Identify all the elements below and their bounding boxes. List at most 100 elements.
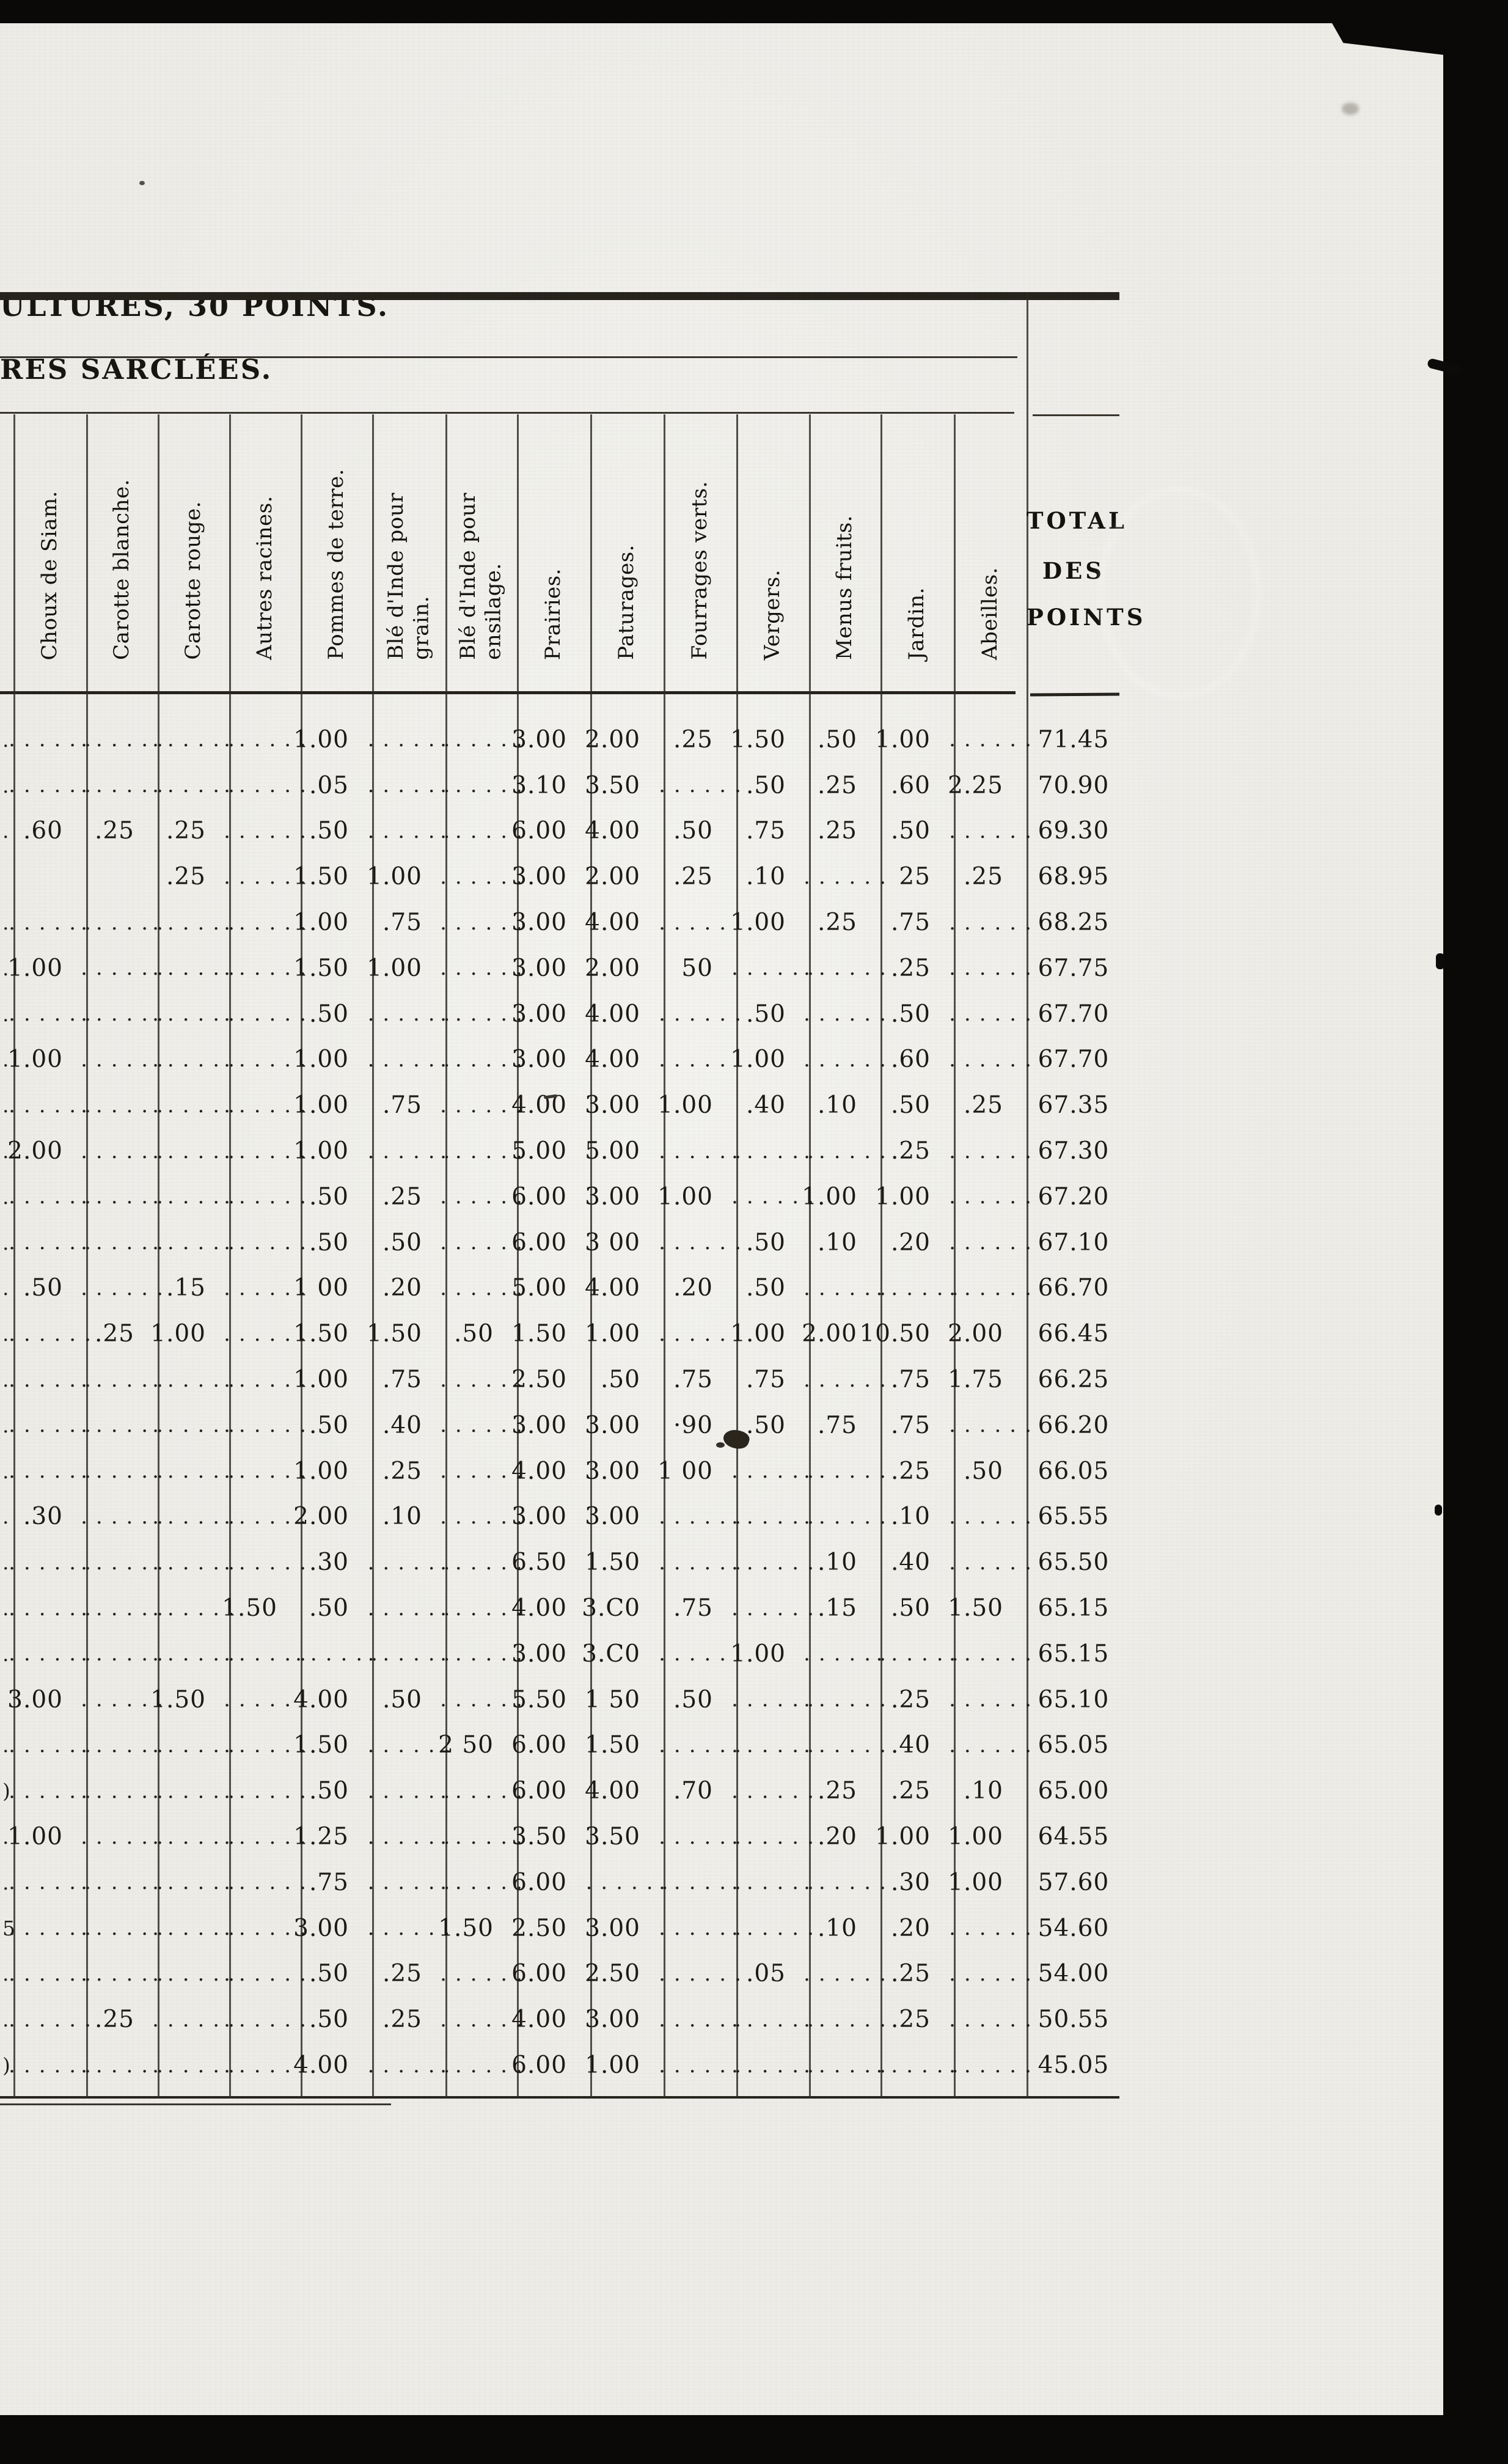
cell: ...... (731, 2007, 822, 2032)
cell: 6.00 (511, 817, 567, 845)
cell: ...... (440, 1596, 531, 1621)
cell: 4.00 (511, 1457, 567, 1485)
cell: ...... (224, 864, 315, 889)
cell: .10 (745, 863, 786, 891)
cell: ...... (659, 1916, 750, 1941)
cell: ...... (876, 1275, 967, 1300)
cell: ...... (81, 1596, 172, 1621)
cell: 1.00 (367, 863, 422, 891)
page-edge-nub (1435, 1505, 1442, 1516)
cell: 1.00 (875, 1823, 931, 1851)
cell: 5.00 (585, 1137, 640, 1165)
cell-left-fragment: . (2, 1413, 9, 1437)
cell: ...... (949, 1641, 1040, 1667)
column-header-carotte-rouge: Carotte rouge. (158, 420, 229, 660)
cell: 6.00 (511, 2052, 567, 2080)
cell: .50 (309, 1777, 349, 1805)
cell: .05 (309, 771, 349, 799)
cell: .60 (890, 1046, 931, 1074)
cell: ...... (440, 1641, 531, 1667)
cell: 4.00 (585, 909, 640, 937)
rule-under-title (0, 356, 1017, 358)
cell: 1.50 (511, 1320, 567, 1348)
cell: ...... (152, 1778, 243, 1803)
cell: ...... (81, 1093, 172, 1118)
cell: ...... (81, 773, 172, 798)
table-row: ....... .25............ .50.25...... 4.00 3.… (0, 1997, 1138, 2042)
table-row: ......................... 1.00.75...... 3.… (0, 900, 1138, 945)
cell: .25 (890, 2006, 931, 2034)
cell: ...... (803, 1459, 895, 1484)
cell: ...... (949, 1733, 1040, 1758)
cell: 3.00 (585, 1091, 640, 1120)
cell: ...... (81, 1870, 172, 1895)
cell: ...... (949, 910, 1040, 935)
cell: ...... (440, 910, 531, 935)
cell: ...... (731, 1778, 822, 1803)
cell: .50 (963, 1457, 1003, 1485)
cell: ...... (81, 1367, 172, 1392)
cell: ...... (731, 956, 822, 981)
cell: ...... (367, 1778, 459, 1803)
cell: ...... (81, 1275, 172, 1300)
cell: 3.00 (585, 1457, 640, 1485)
cell: ...... (224, 2007, 315, 2032)
cell: ...... (803, 1961, 895, 1986)
cell: ...... (440, 1047, 531, 1072)
cell: ...... (440, 2007, 531, 2032)
cell-left-fragment: . (2, 1825, 9, 1849)
cell: .75 (382, 909, 422, 937)
cell: ...... (659, 1870, 750, 1895)
column-header-pommes-de-terre: Pommes de terre. (301, 420, 372, 660)
cell: ...... (949, 1413, 1040, 1438)
cell: 1.50 (585, 1731, 640, 1759)
column-header-vergers: Vergers. (736, 420, 809, 660)
cell: ...... (81, 1184, 172, 1209)
cell: 1.75 (948, 1366, 1003, 1394)
row-total: 54.00 (1038, 1960, 1110, 1988)
cell: 2.00 (7, 1137, 63, 1165)
cell: ...... (9, 1093, 100, 1118)
cell: 4.00 (293, 2052, 349, 2080)
row-total: 67.20 (1038, 1182, 1110, 1211)
table-row: ......................... .75............… (0, 1860, 1138, 1905)
cell: ...... (9, 1550, 100, 1575)
cell: 3.00 (585, 1411, 640, 1439)
cell: ...... (152, 1550, 243, 1575)
cell: ...... (9, 1230, 100, 1255)
column-header-label: Vergers. (759, 569, 785, 660)
cell: 1.50 (293, 1320, 349, 1348)
column-header-label: Carotte rouge. (180, 501, 205, 660)
column-header-fourrages-verts: Fourrages verts. (664, 420, 736, 660)
cell: ...... (949, 2007, 1040, 2032)
cell: ...... (440, 818, 531, 843)
cell: 2.00 (802, 1320, 857, 1348)
cell: 2.25 (948, 771, 1003, 799)
cell: .50 (382, 1228, 422, 1256)
cell: ...... (9, 1367, 100, 1392)
cell: 3.00 (511, 954, 567, 982)
cell: ...... (659, 1961, 750, 1986)
cell: ...... (224, 1504, 315, 1529)
table-row: ......................... 1.00...........… (0, 717, 1138, 763)
row-total: 66.70 (1038, 1274, 1110, 1302)
cell: 3.00 (585, 1914, 640, 1942)
cell: .50 (817, 725, 857, 754)
cell: ...... (81, 1138, 172, 1164)
row-total: 57.60 (1038, 1868, 1110, 1896)
cell: ...... (224, 1275, 315, 1300)
cell: ...... (440, 773, 531, 798)
cell: ...... (803, 1733, 895, 1758)
cell: 1.00 (293, 1046, 349, 1074)
row-total: 45.05 (1038, 2052, 1110, 2080)
cell: .50 (745, 771, 786, 799)
cell: 1.50 (293, 1731, 349, 1759)
cell: ...... (81, 1961, 172, 1986)
cell: 1.00 (293, 1137, 349, 1165)
cell: .50 (745, 1000, 786, 1028)
cell: 6.00 (511, 1960, 567, 1988)
cell: ...... (440, 1184, 531, 1209)
cell: 1 50 (585, 1685, 640, 1714)
table-row: . .50...... .15...... 1 00.20...... 5.00 4.00… (0, 1266, 1138, 1311)
cell: ...... (803, 1367, 895, 1392)
